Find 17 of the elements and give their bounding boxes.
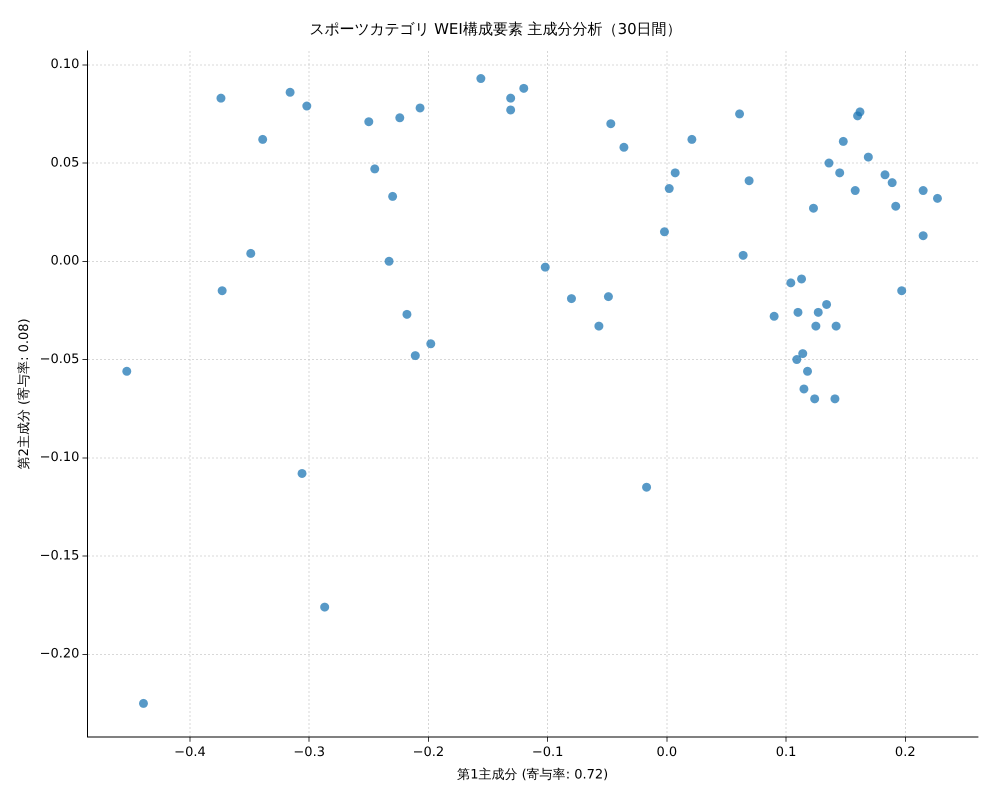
y-tick-label: 0.05 <box>50 155 80 170</box>
y-tick-label: −0.20 <box>40 646 80 662</box>
x-tick-label: 0.2 <box>894 744 916 760</box>
y-tick-label: −0.05 <box>40 352 80 367</box>
x-tick-label: −0.4 <box>174 744 206 760</box>
y-tick-label: −0.10 <box>40 450 80 466</box>
x-tick-label: −0.3 <box>293 744 325 760</box>
chart-title: スポーツカテゴリ WEI構成要素 主成分分析（30日間） <box>309 20 682 38</box>
x-axis-title: 第1主成分 (寄与率: 0.72) <box>457 766 608 783</box>
y-tick-label: 0.10 <box>50 57 80 72</box>
y-tick-label: −0.15 <box>40 548 80 564</box>
x-tick-label: −0.1 <box>532 744 564 760</box>
y-tick-label: 0.00 <box>50 254 80 269</box>
x-tick-label: −0.2 <box>412 744 444 760</box>
x-tick-label: 0.1 <box>776 744 796 760</box>
y-axis-title: 第2主成分 (寄与率: 0.08) <box>16 318 32 470</box>
x-tick-label: 0.0 <box>656 744 678 760</box>
